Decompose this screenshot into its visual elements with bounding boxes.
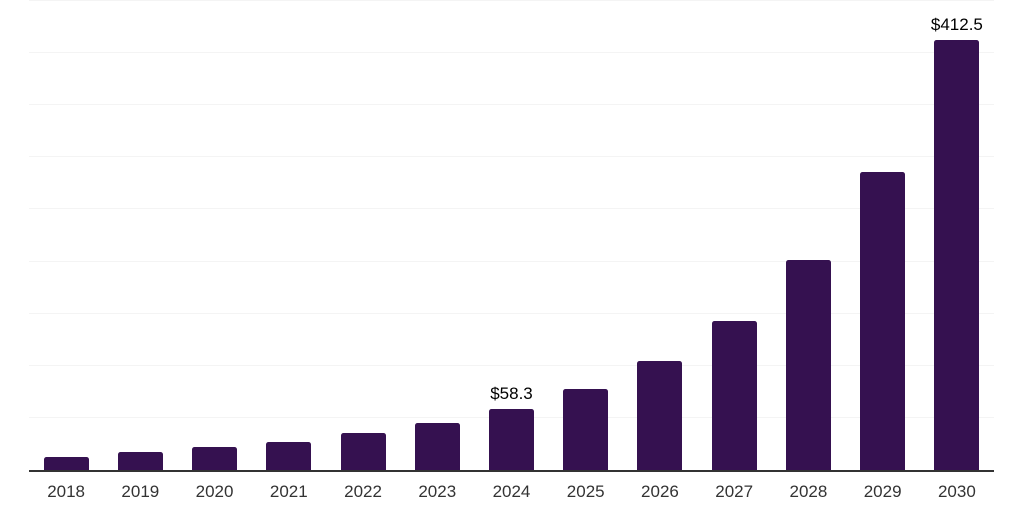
x-tick-label-2029: 2029 — [863, 482, 902, 501]
bar-2028 — [785, 260, 831, 470]
x-axis-line — [29, 470, 994, 472]
bar-2021 — [266, 441, 312, 470]
bar-group-2024: $58.3 — [474, 1, 548, 470]
bar-2030 — [934, 40, 980, 470]
x-tick-label-2023: 2023 — [418, 482, 457, 501]
bar-value-label-2030: $412.5 — [930, 15, 983, 35]
bar-group-2030: $412.5 — [920, 1, 994, 470]
gridline — [29, 156, 994, 158]
x-tick-label-2025: 2025 — [566, 482, 605, 501]
x-tick-label-2021: 2021 — [269, 482, 308, 501]
gridline — [29, 260, 994, 262]
x-tick-label-2018: 2018 — [47, 482, 86, 501]
bar-2019 — [117, 451, 163, 470]
bar-group-2023 — [400, 1, 474, 470]
bar-group-2029 — [846, 1, 920, 470]
bar-group-2022 — [326, 1, 400, 470]
bar-2027 — [711, 320, 757, 470]
bar-group-2026 — [623, 1, 697, 470]
bar-group-2018 — [29, 1, 103, 470]
bar-group-2027 — [697, 1, 771, 470]
x-tick-label-2030: 2030 — [937, 482, 976, 501]
x-axis-tick-labels: 2018 2019 2020 2021 2022 2023 2024 2025 2026 2027… — [29, 472, 994, 510]
gridline — [29, 104, 994, 106]
bar-2022 — [340, 433, 386, 470]
gridline — [29, 312, 994, 314]
bar-2026 — [637, 360, 683, 470]
x-tick-label-2020: 2020 — [195, 482, 234, 501]
gridline — [29, 52, 994, 54]
bar-group-2019 — [103, 1, 177, 470]
x-tick-label-2024: 2024 — [492, 482, 531, 501]
gridline — [29, 208, 994, 210]
bar-group-2020 — [177, 1, 251, 470]
plot-area: $58.3 $412.5 — [29, 0, 994, 470]
bar-2025 — [563, 389, 609, 470]
bar-group-2028 — [771, 1, 845, 470]
x-tick-label-2019: 2019 — [121, 482, 160, 501]
x-tick-label-2028: 2028 — [789, 482, 828, 501]
bar-2029 — [860, 171, 906, 470]
x-tick-label-2027: 2027 — [715, 482, 754, 501]
gridline — [29, 364, 994, 366]
bar-2024 — [488, 409, 534, 470]
bar-group-2021 — [252, 1, 326, 470]
bar-2018 — [43, 456, 89, 470]
x-tick-label-2022: 2022 — [344, 482, 382, 501]
x-tick-label-2026: 2026 — [641, 482, 679, 501]
gridline — [29, 0, 994, 1]
bar-group-2025 — [549, 1, 623, 470]
bar-2023 — [414, 423, 460, 470]
bar-2020 — [192, 446, 238, 470]
bar-value-label-2024: $58.3 — [490, 384, 533, 404]
